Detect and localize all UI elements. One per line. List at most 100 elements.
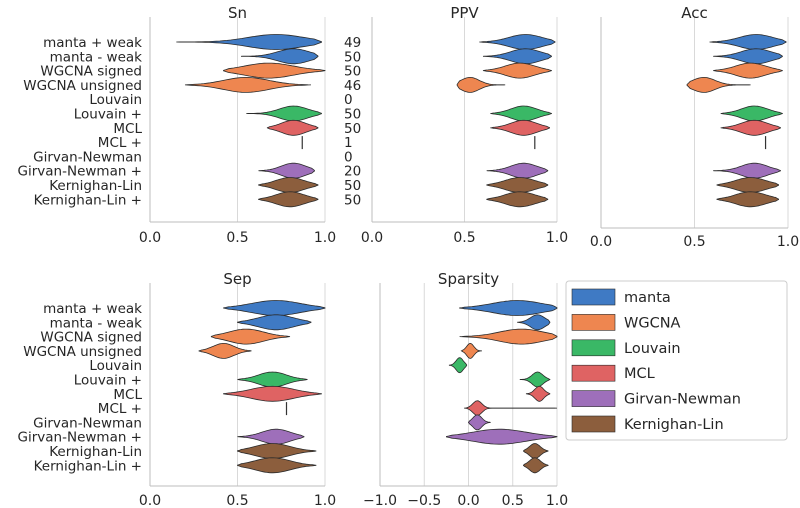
method-label: MCL + xyxy=(98,135,142,151)
method-label: MCL xyxy=(113,121,142,137)
count-label: 50 xyxy=(344,192,361,208)
count-label: 50 xyxy=(344,64,361,80)
violin-girvan-newman xyxy=(446,428,558,445)
legend-swatch xyxy=(571,364,616,382)
violin-kernighan-lin xyxy=(716,177,779,193)
method-label: MCL xyxy=(113,387,142,403)
count-label: 46 xyxy=(344,78,361,94)
panel-title: Acc xyxy=(681,4,708,22)
violin-kernighan-lin xyxy=(486,191,549,208)
violin-wgcna xyxy=(456,77,506,93)
violin-manta xyxy=(459,300,558,316)
violin-kernighan-lin xyxy=(258,177,319,193)
x-tick-label: 1.0 xyxy=(546,493,568,508)
violin-mcl xyxy=(266,119,319,136)
x-tick-label: 1.0 xyxy=(314,493,336,508)
panel-sn: Sn 0.0 0.5 1.0 manta + weak 49 manta - weak 50 W… xyxy=(18,4,362,246)
x-tick-label: −1.0 xyxy=(363,493,397,508)
violin-wgcna xyxy=(210,328,291,345)
violin-mcl xyxy=(490,119,550,136)
violin-manta xyxy=(237,314,312,331)
violin-wgcna xyxy=(460,343,482,359)
method-label: Louvain + xyxy=(74,107,142,123)
panel-title: Sep xyxy=(223,270,251,288)
violin-wgcna xyxy=(482,62,552,79)
violin-manta xyxy=(223,300,326,316)
panel-title: Sn xyxy=(228,4,247,22)
x-tick-label: 0.0 xyxy=(139,493,161,508)
legend-swatch xyxy=(571,339,616,357)
violin-louvain xyxy=(246,105,322,122)
violin-wgcna xyxy=(223,62,326,79)
x-tick-label: 0.5 xyxy=(226,493,248,508)
method-label: MCL + xyxy=(98,401,142,417)
legend-label: manta xyxy=(624,290,671,306)
violin-girvan-newman xyxy=(468,414,491,431)
method-label: manta + weak xyxy=(43,301,142,317)
legend-label: WGCNA xyxy=(624,315,681,331)
method-label: WGCNA unsigned xyxy=(23,344,142,360)
violin-manta xyxy=(479,34,556,50)
violin-louvain xyxy=(720,105,783,122)
x-tick-label: 1.0 xyxy=(777,234,799,250)
violin-louvain xyxy=(519,371,551,388)
violin-girvan-newman xyxy=(237,428,305,445)
violin-girvan-newman xyxy=(258,162,315,179)
legend-swatch xyxy=(571,314,616,331)
method-label: Louvain xyxy=(89,92,142,108)
method-label: Girvan-Newman xyxy=(33,149,142,165)
violin-louvain xyxy=(237,371,308,388)
method-label: WGCNA signed xyxy=(40,330,142,346)
violin-wgcna xyxy=(459,328,558,345)
violin-louvain xyxy=(490,105,552,122)
method-label: Kernighan-Lin + xyxy=(34,458,142,474)
violin-manta xyxy=(517,314,551,331)
method-label: WGCNA unsigned xyxy=(23,78,142,94)
legend: manta WGCNA Louvain MCL Girvan-Newman Kernigh… xyxy=(565,280,788,441)
violin-manta xyxy=(240,48,319,65)
x-tick-label: 0.5 xyxy=(453,230,475,246)
method-label: Louvain xyxy=(89,358,142,374)
violin-manta xyxy=(713,48,783,65)
x-tick-label: 0.5 xyxy=(502,493,524,508)
violin-manta xyxy=(176,34,322,50)
x-tick-label: 0.5 xyxy=(226,230,248,246)
legend-swatch xyxy=(571,288,616,306)
count-label: 0 xyxy=(344,92,353,108)
violin-kernighan-lin xyxy=(258,191,319,208)
violin-mcl xyxy=(720,119,781,136)
legend-label: Kernighan-Lin xyxy=(624,417,724,433)
violin-mcl xyxy=(525,385,551,402)
violin-kernighan-lin xyxy=(523,457,549,474)
method-label: Kernighan-Lin xyxy=(49,178,142,194)
violin-kernighan-lin xyxy=(716,191,779,208)
panel-title: PPV xyxy=(450,4,479,22)
violin-kernighan-lin xyxy=(237,457,317,474)
method-label: Girvan-Newman + xyxy=(18,164,142,180)
method-label: Girvan-Newman xyxy=(33,415,142,431)
legend-label: MCL xyxy=(624,366,655,382)
violin-wgcna xyxy=(184,77,312,93)
method-label: Kernighan-Lin + xyxy=(34,192,142,208)
method-label: WGCNA signed xyxy=(40,64,142,80)
violin-kernighan-lin xyxy=(486,177,549,193)
method-label: manta - weak xyxy=(50,315,143,331)
violin-louvain xyxy=(448,357,468,374)
method-label: Girvan-Newman + xyxy=(18,430,142,446)
count-label: 50 xyxy=(344,121,361,137)
panel-ppv: PPV 0.0 0.5 1.0 xyxy=(361,4,568,246)
panel-acc: Acc 0.0 0.5 1.0 xyxy=(590,4,799,250)
violin-mcl xyxy=(464,400,558,416)
count-label: 50 xyxy=(344,49,361,65)
violin-kernighan-lin xyxy=(237,443,317,459)
legend-swatch xyxy=(571,415,616,433)
count-label: 1 xyxy=(344,135,353,151)
method-label: Kernighan-Lin xyxy=(49,444,142,460)
count-label: 20 xyxy=(344,164,361,180)
violin-wgcna xyxy=(686,77,751,93)
violin-girvan-newman xyxy=(713,162,781,179)
legend-swatch xyxy=(571,390,616,407)
count-label: 49 xyxy=(344,35,361,51)
